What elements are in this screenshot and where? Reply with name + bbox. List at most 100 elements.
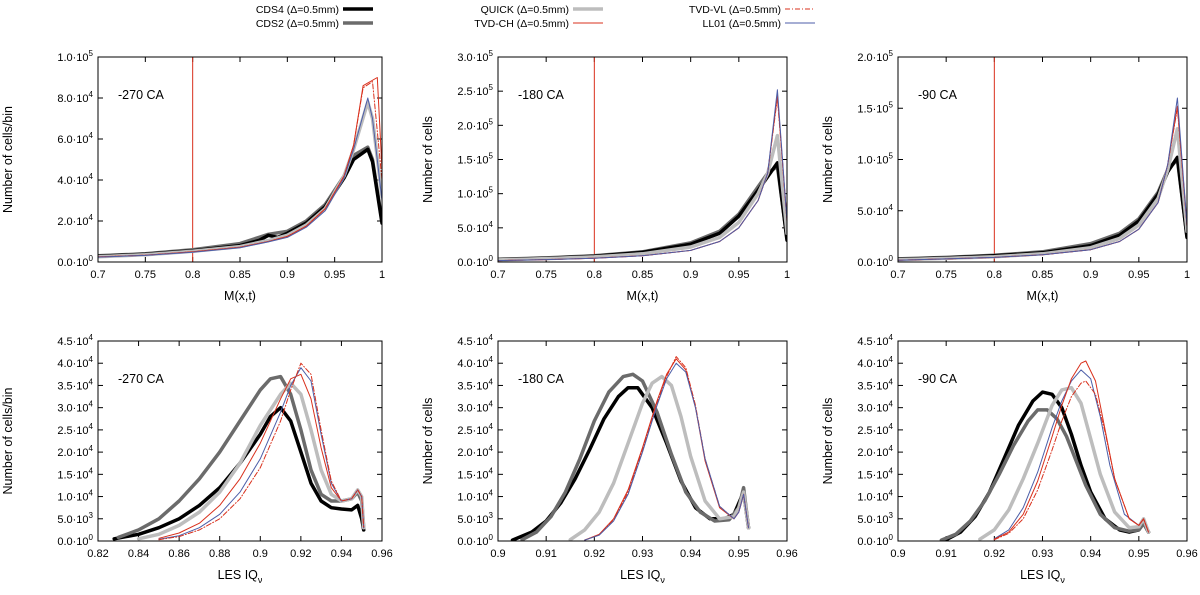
- chart-panel: 0.7 0.75 0.8 0.85 0.9 0.95 1 0.0·100 2.0·104 4.0·…: [1, 49, 385, 303]
- x-tick-label: 1: [784, 269, 790, 281]
- x-tick-label: 0.92: [984, 548, 1005, 560]
- series-line: [898, 107, 1187, 261]
- y-tick-label: 2.5·104: [457, 422, 493, 437]
- panel-annotation: -90 CA: [918, 88, 958, 102]
- y-tick-label: 5.0·103: [457, 511, 493, 526]
- y-axis-label: Number of cells/bin: [1, 106, 15, 213]
- x-tick-label: 0.94: [331, 548, 352, 560]
- x-tick-label: 0.85: [1032, 269, 1053, 281]
- chart-panel: 0.9 0.91 0.92 0.93 0.94 0.95 0.96 0.0·100 5.0·10…: [821, 333, 1198, 585]
- y-tick-label: 2.0·105: [857, 49, 893, 64]
- y-tick-label: 2.5·104: [857, 422, 893, 437]
- series-group: [498, 89, 787, 262]
- series-line: [98, 145, 382, 258]
- axes-frame: [97, 56, 383, 263]
- series-line: [510, 385, 751, 541]
- x-tick-label: 0.95: [728, 548, 749, 560]
- y-tick-label: 2.0·104: [57, 444, 93, 459]
- chart-panel: 0.7 0.75 0.8 0.85 0.9 0.95 1 0.0·100 5.0·104 1.0·…: [821, 49, 1190, 303]
- x-tick-label: 0.85: [632, 269, 653, 281]
- y-tick-label: 5.0·103: [57, 511, 93, 526]
- x-tick-label: 0.88: [209, 548, 230, 560]
- series-line: [978, 385, 1151, 541]
- y-tick-label: 1.0·104: [57, 489, 93, 504]
- x-tick-label: 0.94: [680, 548, 701, 560]
- y-tick-label: 1.5·104: [857, 466, 893, 481]
- series-line: [498, 94, 787, 262]
- x-tick-label: 0.8: [185, 269, 200, 281]
- y-tick-label: 1.0·104: [857, 489, 893, 504]
- y-tick-label: 0.0·100: [857, 533, 893, 548]
- y-tick-label: 3.0·104: [857, 400, 893, 415]
- series-line: [993, 369, 1149, 540]
- series-line: [898, 157, 1187, 261]
- y-tick-label: 2.0·104: [457, 444, 493, 459]
- series-line: [158, 362, 365, 541]
- x-tick-label: 0.95: [1128, 548, 1149, 560]
- panel-annotation: -270 CA: [118, 372, 165, 386]
- axes-frame: [497, 340, 788, 542]
- chart-panel: 0.7 0.75 0.8 0.85 0.9 0.95 1 0.0·100 5.0·104 1.0·…: [421, 49, 790, 303]
- panel-annotation: -180 CA: [518, 88, 565, 102]
- x-tick-label: 0.75: [135, 269, 156, 281]
- x-tick-label: 0.75: [935, 269, 956, 281]
- y-tick-label: 3.0·104: [57, 400, 93, 415]
- y-axis-label: Number of cells: [421, 398, 435, 485]
- x-tick-label: 0.75: [535, 269, 556, 281]
- y-tick-label: 1.5·104: [457, 466, 493, 481]
- x-tick-label: 0.91: [535, 548, 556, 560]
- y-tick-label: 4.0·104: [457, 355, 493, 370]
- x-tick-label: 0.96: [1176, 548, 1197, 560]
- x-tick-label: 0.91: [935, 548, 956, 560]
- series-line: [98, 100, 382, 259]
- panels: 0.7 0.75 0.8 0.85 0.9 0.95 1 0.0·100 2.0·104 4.0·…: [1, 49, 1198, 585]
- x-tick-label: 0.96: [371, 548, 392, 560]
- y-tick-label: 1.0·105: [57, 49, 93, 64]
- x-tick-label: 0.9: [490, 548, 505, 560]
- series-line: [498, 133, 787, 262]
- panel-annotation: -90 CA: [918, 372, 958, 386]
- x-tick-label: 0.85: [229, 269, 250, 281]
- y-axis-label: Number of cells: [821, 398, 835, 485]
- y-tick-label: 1.0·104: [457, 489, 493, 504]
- x-tick-label: 0.94: [1080, 548, 1101, 560]
- series-group: [510, 356, 751, 541]
- x-tick-label: 0.86: [168, 548, 189, 560]
- series-line: [898, 105, 1187, 261]
- x-tick-label: 0.84: [128, 548, 149, 560]
- series-line: [584, 356, 749, 541]
- x-tick-label: 0.8: [587, 269, 602, 281]
- y-tick-label: 4.5·104: [857, 333, 893, 348]
- x-tick-label: 0.95: [1128, 269, 1149, 281]
- x-axis-label: M(x,t): [627, 289, 659, 303]
- y-tick-label: 8.0·104: [57, 90, 93, 105]
- series-line: [584, 362, 749, 541]
- y-tick-label: 4.5·104: [57, 333, 93, 348]
- legend-label: CDS2 (Δ=0.5mm): [256, 18, 339, 30]
- y-axis-label: Number of cells: [821, 116, 835, 203]
- series-line: [584, 358, 749, 541]
- series-line: [939, 408, 1151, 541]
- y-tick-label: 4.0·104: [57, 172, 93, 187]
- series-line: [898, 97, 1187, 261]
- x-tick-label: 0.92: [290, 548, 311, 560]
- y-axis-label: Number of cells: [421, 116, 435, 203]
- series-line: [498, 97, 787, 262]
- x-tick-label: 0.8: [987, 269, 1002, 281]
- y-tick-label: 4.5·104: [457, 333, 493, 348]
- x-tick-label: 0.95: [728, 269, 749, 281]
- y-tick-label: 1.5·104: [57, 466, 93, 481]
- chart-panel: 0.82 0.84 0.86 0.88 0.9 0.92 0.94 0.96 0.0·100 5.…: [1, 333, 393, 585]
- series-group: [939, 360, 1151, 541]
- axes-frame: [897, 56, 1188, 263]
- x-tick-label: 0.7: [890, 269, 905, 281]
- legend-label: TVD-CH (Δ=0.5mm): [474, 18, 569, 30]
- x-axis-label: LES IQν: [620, 568, 665, 585]
- x-axis-label: LES IQν: [1020, 568, 1065, 585]
- series-line: [498, 89, 787, 262]
- series-group: [898, 97, 1187, 262]
- y-tick-label: 5.0·104: [457, 220, 493, 235]
- y-tick-label: 1.0·105: [857, 152, 893, 167]
- x-tick-label: 0.95: [324, 269, 345, 281]
- y-tick-label: 1.5·105: [857, 100, 893, 115]
